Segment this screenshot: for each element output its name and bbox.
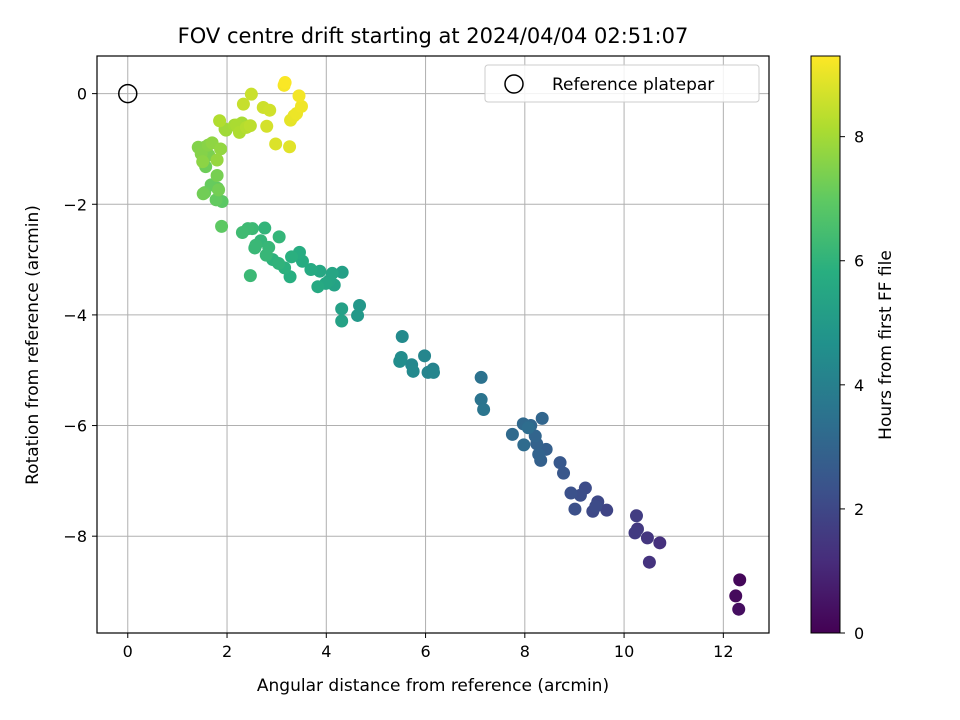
data-point bbox=[335, 314, 349, 328]
data-point bbox=[557, 466, 571, 480]
legend-label: Reference platepar bbox=[552, 75, 714, 95]
data-point bbox=[600, 503, 614, 517]
y-tick-label: −2 bbox=[63, 195, 87, 214]
legend-box bbox=[484, 64, 760, 103]
scatter-points bbox=[191, 76, 747, 616]
colorbar bbox=[810, 55, 841, 634]
data-point bbox=[532, 447, 546, 461]
data-point bbox=[283, 140, 297, 154]
data-point bbox=[278, 76, 292, 90]
y-tick-label: −8 bbox=[63, 527, 87, 546]
data-point bbox=[589, 499, 603, 513]
data-point bbox=[311, 280, 325, 294]
data-point bbox=[426, 365, 440, 379]
chart-title: FOV centre drift starting at 2024/04/04 … bbox=[178, 24, 689, 48]
legend-marker bbox=[504, 74, 524, 94]
x-tick-label: 12 bbox=[713, 642, 733, 661]
colorbar-label: Hours from first FF file bbox=[876, 250, 896, 440]
data-point bbox=[285, 250, 299, 264]
y-tick-label: 0 bbox=[77, 85, 87, 104]
x-tick-label: 4 bbox=[321, 642, 331, 661]
y-axis-ticks: 0 −2 −4 −6 −8 bbox=[63, 85, 97, 546]
data-point bbox=[474, 370, 488, 384]
data-point bbox=[640, 531, 654, 545]
data-point bbox=[212, 183, 226, 197]
data-point bbox=[732, 602, 746, 616]
data-point bbox=[304, 263, 318, 277]
data-point bbox=[418, 349, 432, 363]
data-point bbox=[517, 438, 531, 452]
x-tick-label: 2 bbox=[222, 642, 232, 661]
data-point bbox=[335, 302, 349, 316]
y-tick-label: −6 bbox=[63, 417, 87, 436]
data-point bbox=[406, 364, 420, 378]
data-point bbox=[210, 168, 224, 182]
data-point bbox=[294, 99, 308, 113]
data-point bbox=[214, 142, 228, 156]
data-point bbox=[505, 427, 519, 441]
data-point bbox=[653, 536, 667, 550]
data-point bbox=[210, 153, 224, 167]
data-point bbox=[325, 266, 339, 280]
data-point bbox=[568, 502, 582, 516]
data-point bbox=[243, 269, 257, 283]
grid-lines bbox=[97, 56, 769, 633]
data-point bbox=[535, 411, 549, 425]
data-point bbox=[642, 555, 656, 569]
x-tick-label: 10 bbox=[614, 642, 634, 661]
colorbar-tick-label: 8 bbox=[854, 128, 864, 147]
data-point bbox=[629, 509, 643, 523]
data-point bbox=[474, 393, 488, 407]
data-point bbox=[393, 354, 407, 368]
reference-point bbox=[118, 83, 138, 104]
data-point bbox=[564, 486, 578, 500]
legend: Reference platepar bbox=[484, 64, 760, 103]
data-point bbox=[259, 248, 273, 262]
data-point bbox=[215, 219, 229, 233]
x-axis-ticks: 0 2 4 6 8 10 12 bbox=[123, 633, 734, 661]
data-point bbox=[196, 155, 210, 169]
data-point bbox=[263, 103, 277, 117]
data-point bbox=[209, 193, 223, 207]
data-point bbox=[729, 589, 743, 603]
data-point bbox=[243, 119, 257, 133]
data-point bbox=[553, 456, 567, 470]
x-tick-label: 8 bbox=[520, 642, 530, 661]
data-point bbox=[521, 421, 535, 435]
x-axis-label: Angular distance from reference (arcmin) bbox=[257, 676, 609, 696]
data-point bbox=[272, 230, 286, 244]
colorbar-ticks: 0 2 4 6 8 bbox=[840, 128, 864, 643]
data-point bbox=[258, 221, 272, 235]
data-point bbox=[260, 119, 274, 133]
data-point bbox=[351, 308, 365, 322]
data-point bbox=[292, 89, 306, 103]
x-tick-label: 0 bbox=[123, 642, 133, 661]
x-tick-label: 6 bbox=[420, 642, 430, 661]
plot-frame bbox=[96, 55, 770, 634]
colorbar-tick-label: 0 bbox=[854, 624, 864, 643]
data-point bbox=[353, 298, 367, 312]
data-point bbox=[244, 87, 258, 101]
data-point bbox=[477, 403, 491, 417]
data-point bbox=[335, 265, 349, 279]
data-point bbox=[269, 137, 283, 151]
data-point bbox=[272, 256, 286, 270]
data-point bbox=[236, 97, 250, 111]
data-point bbox=[628, 526, 642, 540]
y-tick-label: −4 bbox=[63, 306, 87, 325]
data-point bbox=[235, 225, 249, 239]
colorbar-tick-label: 2 bbox=[854, 500, 864, 519]
data-point bbox=[395, 329, 409, 343]
colorbar-tick-label: 6 bbox=[854, 252, 864, 271]
data-point bbox=[213, 114, 227, 128]
y-axis-label: Rotation from reference (arcmin) bbox=[23, 205, 43, 485]
data-point bbox=[733, 573, 747, 587]
data-point bbox=[196, 187, 210, 201]
data-point bbox=[249, 238, 263, 252]
colorbar-tick-label: 4 bbox=[854, 376, 864, 395]
